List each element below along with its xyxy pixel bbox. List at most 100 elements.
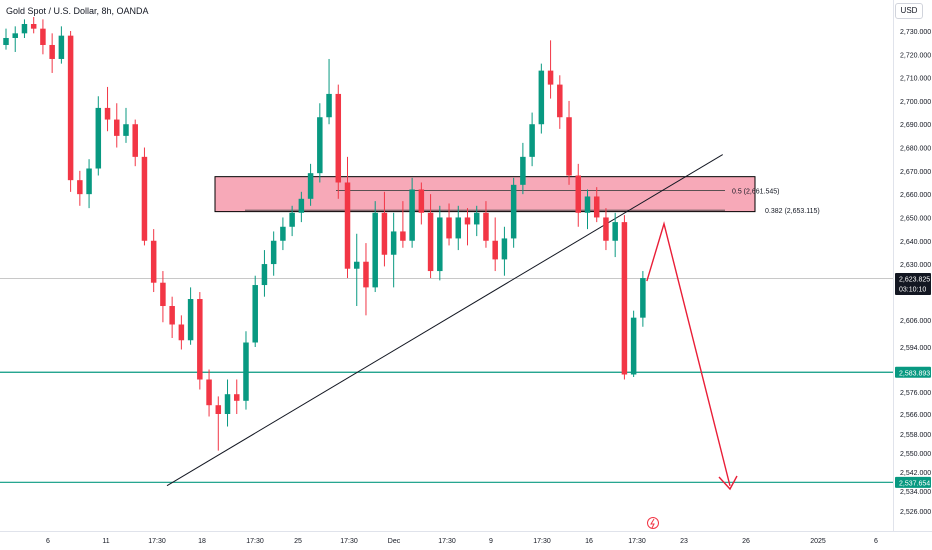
y-tick-label: 2,594.000 bbox=[900, 345, 931, 352]
candle-body bbox=[179, 325, 185, 341]
y-tick-label: 2,542.000 bbox=[900, 470, 931, 477]
fib-level-label: 0.382 (2,653.115) bbox=[765, 208, 820, 215]
candle-body bbox=[483, 213, 489, 241]
y-tick-label: 2,558.000 bbox=[900, 432, 931, 439]
event-bolt-icon bbox=[651, 519, 654, 528]
candle-body bbox=[428, 213, 434, 271]
y-tick-label: 2,730.000 bbox=[900, 29, 931, 36]
candle-body bbox=[594, 196, 600, 217]
candle-body bbox=[557, 85, 563, 118]
y-tick-label: 2,710.000 bbox=[900, 76, 931, 83]
candle-body bbox=[640, 278, 646, 318]
candle-body bbox=[197, 299, 203, 379]
candle-body bbox=[225, 394, 231, 414]
candle-body bbox=[142, 157, 148, 241]
candle-body bbox=[234, 394, 240, 401]
candle-body bbox=[382, 213, 388, 255]
candle-body bbox=[132, 124, 138, 157]
x-tick-label: 17:30 bbox=[246, 538, 264, 545]
currency-selector[interactable]: USD bbox=[895, 3, 923, 19]
candle-body bbox=[206, 380, 212, 406]
y-tick-label: 2,526.000 bbox=[900, 509, 931, 516]
candle-body bbox=[446, 217, 452, 238]
resistance-zone bbox=[215, 177, 755, 212]
candle-body bbox=[612, 222, 618, 241]
candle-body bbox=[86, 169, 92, 195]
x-tick-label: Dec bbox=[388, 538, 401, 545]
candle-body bbox=[520, 157, 526, 185]
candle-body bbox=[576, 176, 582, 213]
candle-body bbox=[492, 241, 498, 260]
candle-body bbox=[354, 262, 360, 269]
candle-body bbox=[299, 199, 305, 213]
x-tick-label: 16 bbox=[585, 538, 593, 545]
y-tick-label: 2,680.000 bbox=[900, 146, 931, 153]
candle-body bbox=[49, 45, 55, 59]
x-tick-label: 18 bbox=[198, 538, 206, 545]
y-tick-label: 2,660.000 bbox=[900, 192, 931, 199]
candle-body bbox=[77, 180, 83, 194]
candle-body bbox=[474, 213, 480, 225]
projection-arrow bbox=[647, 224, 730, 486]
candle-body bbox=[216, 405, 222, 414]
candle-body bbox=[308, 173, 314, 199]
current-price-label: 2,623.825 bbox=[899, 276, 930, 283]
candle-body bbox=[336, 94, 342, 183]
y-tick-label: 2,630.000 bbox=[900, 262, 931, 269]
candle-body bbox=[345, 182, 351, 268]
candle-body bbox=[252, 285, 258, 342]
candle-body bbox=[151, 241, 157, 283]
candle-body bbox=[271, 241, 277, 264]
chart-title: Gold Spot / U.S. Dollar, 8h, OANDA bbox=[4, 6, 151, 16]
candle-body bbox=[160, 283, 166, 306]
candle-body bbox=[585, 196, 591, 212]
x-tick-label: 2025 bbox=[810, 538, 826, 545]
candle-body bbox=[529, 124, 535, 157]
candle-body bbox=[96, 108, 102, 169]
candle-body bbox=[539, 71, 545, 125]
candle-body bbox=[326, 94, 332, 117]
candle-body bbox=[363, 262, 369, 288]
candle-body bbox=[22, 24, 28, 33]
candle-body bbox=[511, 185, 517, 239]
fib-level-label: 0.5 (2,661.545) bbox=[732, 189, 779, 196]
y-tick-label: 2,640.000 bbox=[900, 239, 931, 246]
y-tick-label: 2,650.000 bbox=[900, 215, 931, 222]
level-price-label: 2,537.654 bbox=[899, 480, 930, 487]
candle-body bbox=[243, 343, 249, 401]
x-tick-label: 6 bbox=[874, 538, 878, 545]
y-tick-label: 2,576.000 bbox=[900, 390, 931, 397]
candle-body bbox=[502, 238, 508, 259]
x-tick-label: 26 bbox=[742, 538, 750, 545]
candle-body bbox=[169, 306, 175, 324]
candle-body bbox=[12, 33, 18, 38]
x-tick-label: 11 bbox=[102, 538, 109, 545]
candle-body bbox=[40, 29, 46, 45]
y-tick-label: 2,670.000 bbox=[900, 169, 931, 176]
x-tick-label: 17:30 bbox=[340, 538, 358, 545]
candle-body bbox=[68, 36, 74, 181]
candle-body bbox=[548, 71, 554, 85]
y-tick-label: 2,606.000 bbox=[900, 318, 931, 325]
x-tick-label: 25 bbox=[294, 538, 302, 545]
candle-body bbox=[289, 213, 295, 227]
candle-body bbox=[372, 213, 378, 288]
candle-body bbox=[419, 189, 425, 212]
candle-body bbox=[114, 120, 120, 136]
candle-body bbox=[105, 108, 111, 120]
candle-body bbox=[456, 217, 462, 238]
candle-body bbox=[631, 318, 637, 375]
x-tick-label: 17:30 bbox=[438, 538, 456, 545]
candle-body bbox=[59, 36, 65, 59]
level-price-label: 2,583.893 bbox=[899, 370, 930, 377]
candle-body bbox=[566, 117, 572, 175]
candle-body bbox=[391, 231, 397, 254]
y-tick-label: 2,720.000 bbox=[900, 52, 931, 59]
candle-body bbox=[31, 24, 37, 29]
candle-body bbox=[280, 227, 286, 241]
candle-body bbox=[400, 231, 406, 240]
candle-body bbox=[123, 124, 128, 136]
x-tick-label: 6 bbox=[46, 538, 50, 545]
candle-body bbox=[465, 217, 471, 224]
